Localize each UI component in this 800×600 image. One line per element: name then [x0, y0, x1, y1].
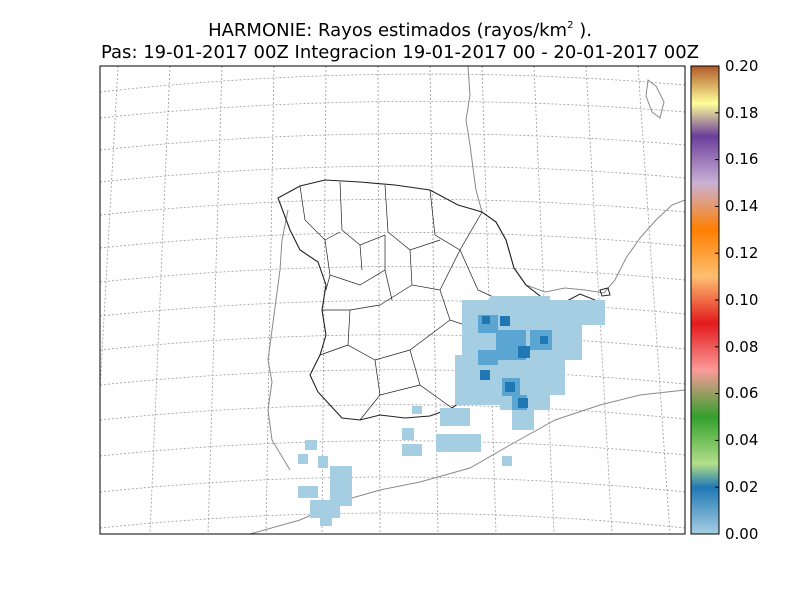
map-plot-area	[100, 66, 685, 534]
france-coastline	[465, 66, 685, 294]
colorbar-tick-label: 0.02	[725, 478, 759, 496]
lightning-density-field	[298, 296, 605, 526]
corsica-island	[645, 79, 665, 119]
colorbar-tick-label: 0.18	[725, 104, 759, 122]
colorbar-tick-label: 0.06	[725, 384, 759, 402]
colorbar-tick-label: 0.20	[725, 57, 759, 75]
plot-frame	[99, 65, 686, 535]
colorbar-tick-label: 0.14	[725, 197, 759, 215]
colorbar-ticks	[715, 65, 719, 535]
colorbar-tick-label: 0.16	[725, 150, 759, 168]
chart-title-line2: Pas: 19-01-2017 00Z Integracion 19-01-20…	[100, 42, 699, 63]
chart-title-line1: HARMONIE: Rayos estimados (rayos/km2 ).	[208, 20, 592, 41]
colorbar	[690, 65, 720, 535]
colorbar-tick-label: 0.12	[725, 244, 759, 262]
graticule	[100, 66, 685, 534]
province-borders	[299, 181, 501, 421]
colorbar-tick-label: 0.10	[725, 291, 759, 309]
colorbar-tick-label: 0.04	[725, 431, 759, 449]
colorbar-tick-label: 0.00	[725, 525, 759, 543]
portugal-coastline	[267, 209, 291, 471]
colorbar-tick-label: 0.08	[725, 338, 759, 356]
